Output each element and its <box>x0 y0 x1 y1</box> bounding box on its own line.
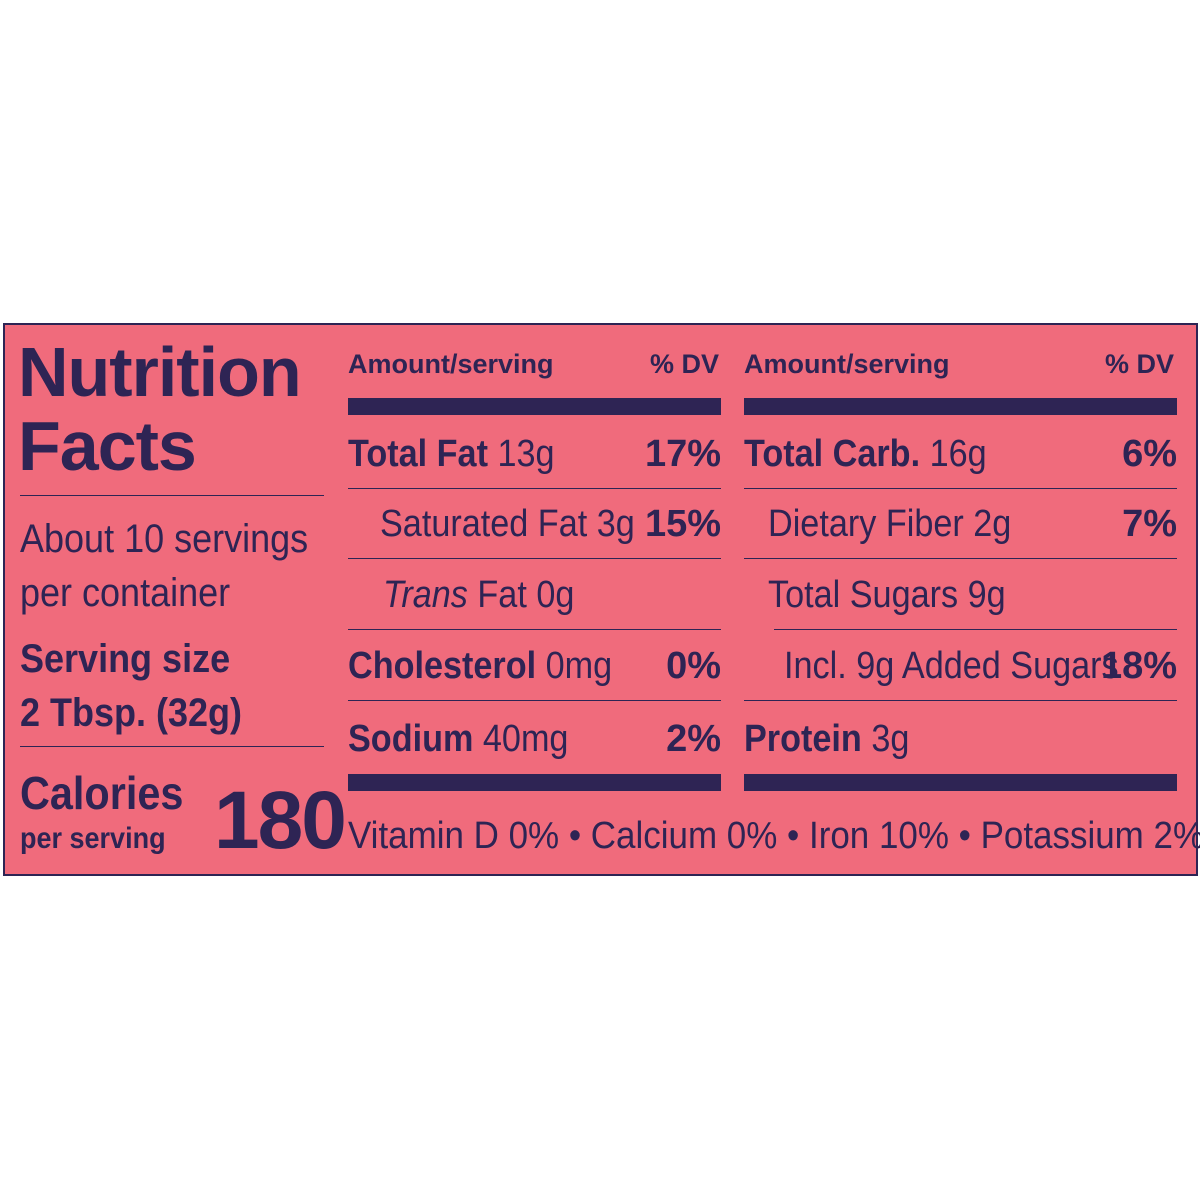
nutrient-row-dietary-fiber: Dietary Fiber 2g 7% <box>744 489 1177 559</box>
nutrient-row-added-sugars: Incl. 9g Added Sugars 18% <box>744 631 1177 701</box>
servings-per-container: About 10 servings per container <box>20 517 309 615</box>
right-header-dv: % DV <box>1105 349 1175 379</box>
left-header-dv: % DV <box>650 349 720 379</box>
nutrient-row-trans-fat: Trans Fat 0g <box>348 560 721 630</box>
calories-value: 180 <box>214 775 347 866</box>
nutrient-row-saturated-fat: Saturated Fat 3g 15% <box>348 489 721 559</box>
calories-label: Calories <box>20 767 184 819</box>
thick-bar <box>348 398 721 415</box>
nutrient-row-protein: Protein 3g <box>744 718 910 760</box>
nutrient-row-total-carb: Total Carb. 16g 6% <box>744 419 1177 489</box>
nutrient-row-sodium: Sodium 40mg 2% <box>348 718 721 760</box>
vitamins-minerals-line: Vitamin D 0% • Calcium 0% • Iron 10% • P… <box>348 815 1200 857</box>
nutrient-row-total-fat: Total Fat 13g 17% <box>348 419 721 489</box>
serving-size: Serving size 2 Tbsp. (32g) <box>20 637 243 735</box>
right-header-amount: Amount/serving <box>744 349 950 379</box>
thick-bar <box>744 398 1177 415</box>
nutrient-row-total-sugars: Total Sugars 9g <box>744 560 1177 630</box>
calories-subtitle: per serving <box>20 822 166 855</box>
divider <box>20 495 324 496</box>
thick-bar <box>744 774 1177 791</box>
left-header-amount: Amount/serving <box>348 349 554 379</box>
nutrient-row-cholesterol: Cholesterol 0mg 0% <box>348 631 721 701</box>
thick-bar <box>348 774 721 791</box>
nutrition-facts-title: Nutrition Facts <box>18 333 302 485</box>
divider <box>20 746 324 747</box>
